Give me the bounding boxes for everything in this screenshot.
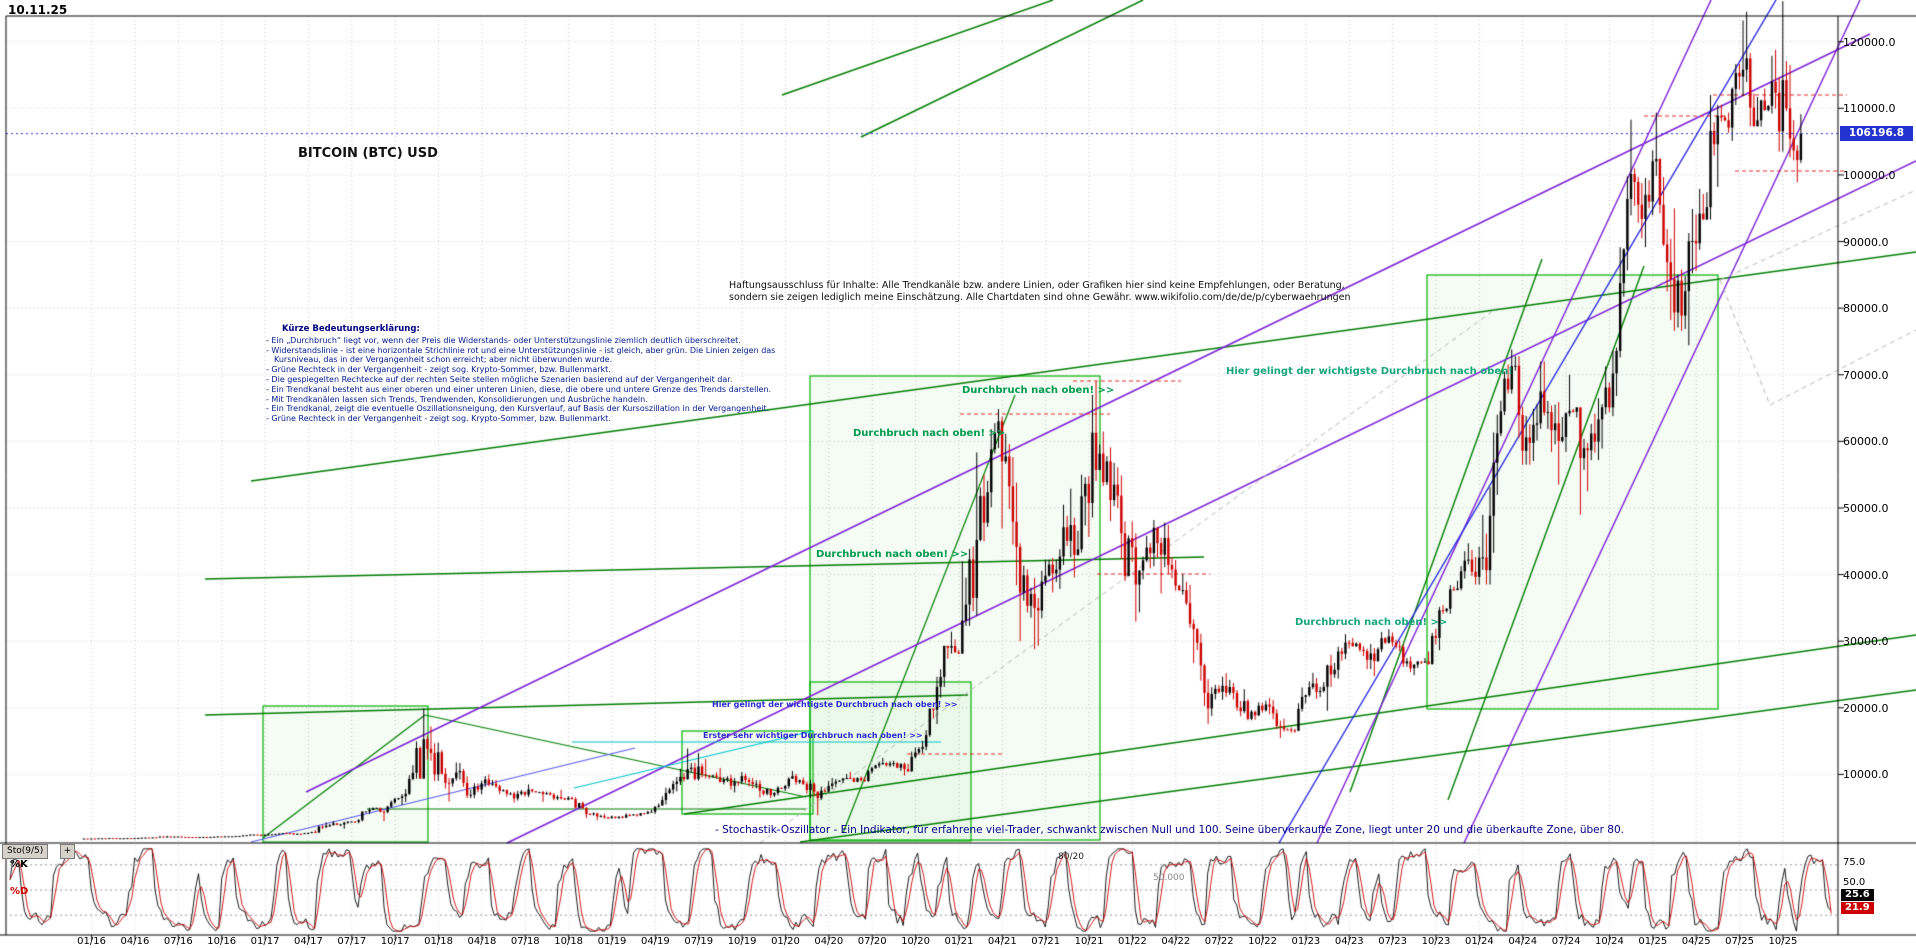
date-tick-label: 07/22 [1204, 936, 1234, 947]
date-tick-label: 10/25 [1768, 936, 1798, 947]
date-tick-label: 07/16 [163, 936, 193, 947]
legend-block: Kürze Bedeutungserklärung: - Ein „Durchb… [266, 324, 811, 424]
date-tick-label: 01/23 [1291, 936, 1321, 947]
date-tick-label: 07/21 [1031, 936, 1061, 947]
date-tick-label: 01/25 [1638, 936, 1668, 947]
legend-item: - Widerstandslinie - ist eine horizontal… [266, 345, 776, 365]
price-tick-label: 90000.0 [1843, 235, 1889, 249]
legend-items: - Ein „Durchbruch“ liegt vor, wenn der P… [266, 336, 811, 424]
date-tick-label: 04/20 [814, 936, 844, 947]
price-tick-label: 60000.0 [1843, 435, 1889, 449]
disclaimer-line1: Haftungsausschluss für Inhalte: Alle Tre… [729, 280, 1345, 291]
price-tick-label: 120000.0 [1843, 35, 1896, 49]
date-tick-label: 10/16 [207, 936, 237, 947]
legend-item: - Die gespiegelten Rechtecke auf der rec… [266, 374, 733, 384]
chart-annotation: Durchbruch nach oben! >> [1295, 617, 1448, 628]
date-tick-label: 10/17 [380, 936, 410, 947]
stochastic-note: - Stochastik-Oszillator - Ein Indikator,… [715, 824, 1624, 836]
date-tick-label: 10/24 [1595, 936, 1624, 947]
stochastic-indicator-chip[interactable]: Sto(9/5) [2, 844, 49, 859]
price-tick-label: 110000.0 [1843, 102, 1896, 116]
date-tick-label: 04/22 [1161, 936, 1191, 947]
stochastic-label: Sto(9/5) [7, 846, 44, 856]
date-tick-label: 01/18 [424, 936, 453, 947]
date-tick-label: 01/17 [250, 936, 280, 947]
stochastic-settings-button[interactable]: + [60, 844, 75, 859]
date-tick-label: 07/25 [1725, 936, 1754, 947]
legend-item: - Grüne Rechteck in der Vergangenheit - … [266, 414, 611, 424]
chart-annotation: Erster sehr wichtiger Durchbruch nach ob… [703, 731, 923, 740]
date-tick-label: 07/18 [510, 936, 540, 947]
date-tick-label: 07/20 [857, 936, 887, 947]
chart-annotation: Durchbruch nach oben! >> [816, 549, 969, 560]
chart-annotation: Durchbruch nach oben! >> [853, 428, 1006, 439]
legend-item: - Grüne Rechteck in der Vergangenheit - … [266, 365, 611, 375]
price-tick-label: 10000.0 [1843, 768, 1889, 782]
price-tick-label: 40000.0 [1843, 568, 1889, 582]
legend-item: - Mit Trendkanälen lassen sich Trends, T… [266, 394, 648, 404]
date-tick-label: 01/19 [597, 936, 627, 947]
date-tick-label: 07/24 [1551, 936, 1581, 947]
date-tick-label: 04/24 [1508, 936, 1538, 947]
date-tick-label: 04/17 [294, 936, 323, 947]
legend-item: - Ein Trendkanal besteht aus einer obere… [266, 384, 772, 394]
date-tick-label: 07/23 [1378, 936, 1408, 947]
stochastic-d-value-badge: 21.9 [1841, 902, 1874, 914]
date-tick-label: 04/21 [987, 936, 1017, 947]
stochastic-threshold-label: 80/20 [1058, 852, 1084, 862]
date-tick-label: 07/17 [337, 936, 367, 947]
price-tick-label: 100000.0 [1843, 168, 1896, 182]
date-tick-label: 01/21 [944, 936, 974, 947]
price-tick-label: 30000.0 [1843, 635, 1889, 649]
date-tick-label: 01/24 [1464, 936, 1494, 947]
date-tick-label: 01/20 [771, 936, 800, 947]
legend-item: - Ein Trendkanal, zeigt die eventuelle O… [266, 404, 770, 414]
stochastic-level-50-label: 50.0 [1843, 877, 1866, 888]
stochastic-midline-label: 50.000 [1153, 873, 1185, 883]
chart-annotation: Hier gelingt der wichtigste Durchbruch n… [1226, 366, 1513, 377]
date-tick-label: 04/18 [467, 936, 497, 947]
stochastic-level-75-label: 75.0 [1843, 857, 1866, 868]
date-tick-label: 04/19 [640, 936, 670, 947]
current-price-badge: 106196.8 [1840, 126, 1913, 141]
legend-item: - Ein „Durchbruch“ liegt vor, wenn der P… [266, 335, 741, 345]
chart-title: BITCOIN (BTC) USD [298, 146, 438, 161]
disclaimer-block: Haftungsausschluss für Inhalte: Alle Tre… [729, 280, 1351, 304]
price-tick-label: 80000.0 [1843, 302, 1889, 316]
date-tick-label: 10/20 [901, 936, 930, 947]
date-tick-label: 04/16 [120, 936, 150, 947]
chart-date-label: 10.11.25 [8, 3, 68, 17]
date-tick-label: 01/22 [1118, 936, 1147, 947]
date-tick-label: 01/16 [77, 936, 106, 947]
price-tick-label: 20000.0 [1843, 701, 1889, 715]
date-tick-label: 10/22 [1248, 936, 1277, 947]
stochastic-d-label: %D [10, 886, 29, 897]
date-tick-label: 10/23 [1421, 936, 1451, 947]
stochastic-k-label: %K [10, 859, 28, 870]
stochastic-k-value-badge: 25.6 [1841, 889, 1874, 901]
chart-annotation: Hier gelingt der wichtigste Durchbruch n… [712, 700, 958, 709]
disclaimer-line2: sondern sie zeigen lediglich meine Einsc… [729, 292, 1351, 303]
price-tick-label: 50000.0 [1843, 501, 1889, 515]
date-tick-label: 10/18 [554, 936, 584, 947]
date-tick-label: 04/23 [1334, 936, 1364, 947]
date-tick-label: 07/19 [684, 936, 714, 947]
date-tick-label: 10/21 [1074, 936, 1104, 947]
chart-annotation: Durchbruch nach oben! >> [962, 385, 1115, 396]
price-tick-label: 70000.0 [1843, 368, 1889, 382]
date-tick-label: 04/25 [1681, 936, 1711, 947]
legend-title: Kürze Bedeutungserklärung: [282, 324, 420, 334]
date-tick-label: 10/19 [727, 936, 757, 947]
